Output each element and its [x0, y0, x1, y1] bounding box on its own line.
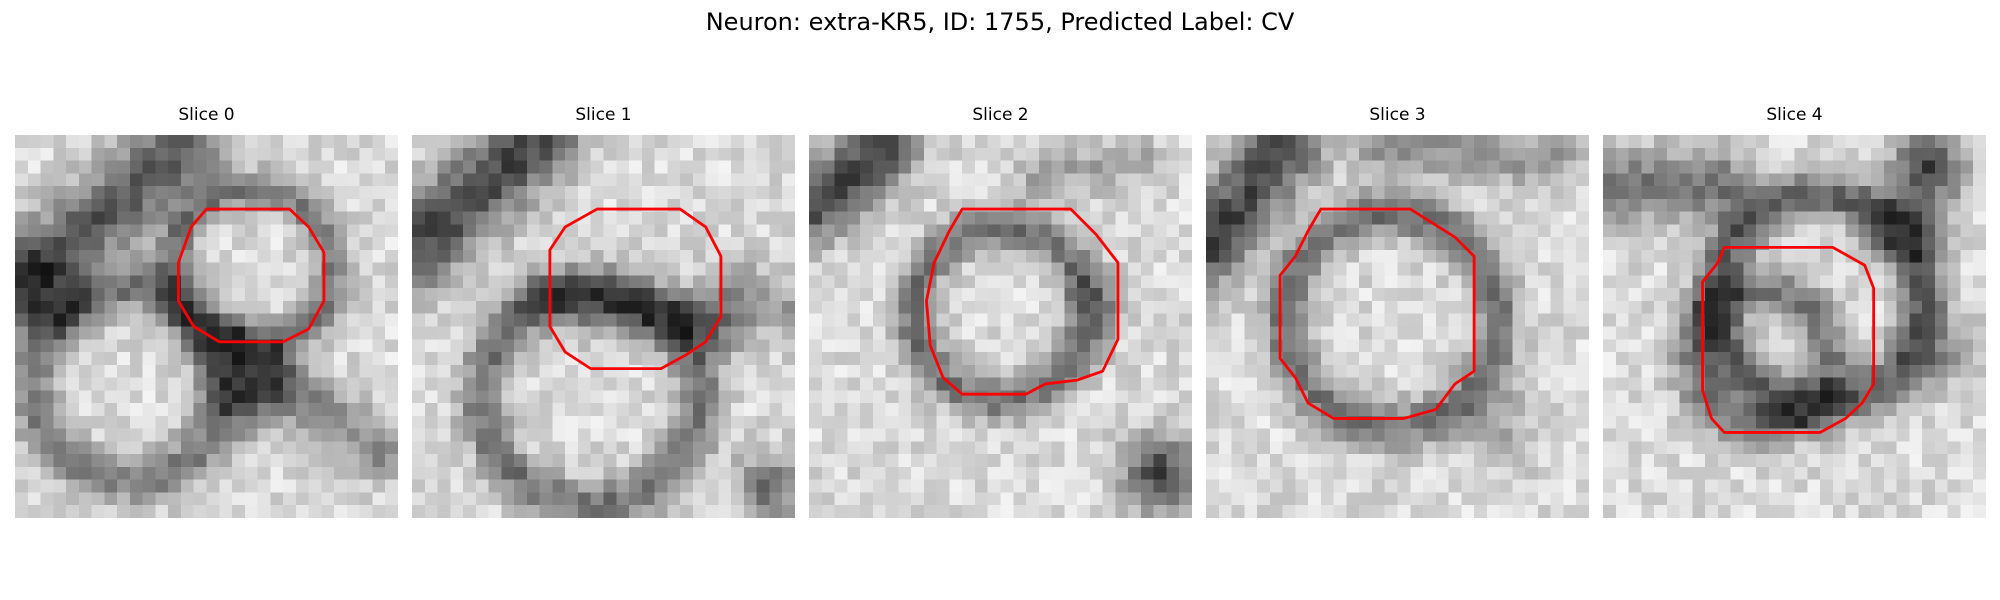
slice-image: [1206, 135, 1589, 518]
slice-image: [1603, 135, 1986, 518]
slice-image: [15, 135, 398, 518]
slice-title: Slice 4: [1603, 105, 1986, 125]
slice-title: Slice 1: [412, 105, 795, 125]
figure-title: Neuron: extra-KR5, ID: 1755, Predicted L…: [0, 8, 2000, 36]
slice-image: [412, 135, 795, 518]
slice-title: Slice 0: [15, 105, 398, 125]
slice-image: [809, 135, 1192, 518]
slice-title: Slice 2: [809, 105, 1192, 125]
slice-title: Slice 3: [1206, 105, 1589, 125]
